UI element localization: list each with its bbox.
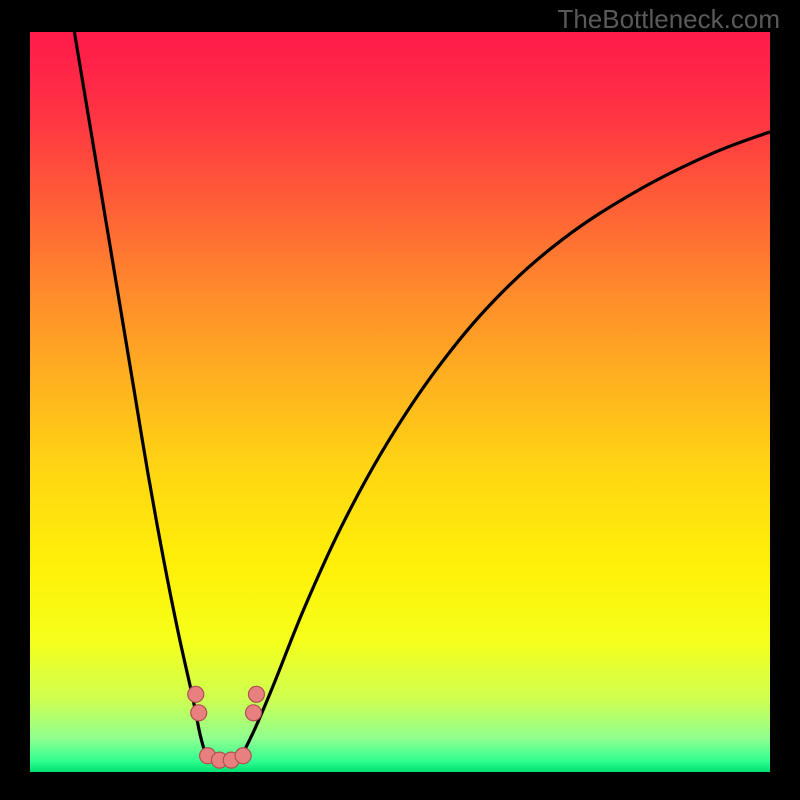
bottleneck-left-branch [74,32,207,761]
watermark-text: TheBottleneck.com [557,4,780,35]
curve-overlay [30,32,770,772]
marker-dot [191,705,207,721]
marker-dot [248,686,264,702]
marker-dot [188,686,204,702]
chart-container: TheBottleneck.com [0,0,800,800]
bottleneck-right-branch [208,132,770,763]
marker-dot [235,748,251,764]
marker-dot [245,705,261,721]
